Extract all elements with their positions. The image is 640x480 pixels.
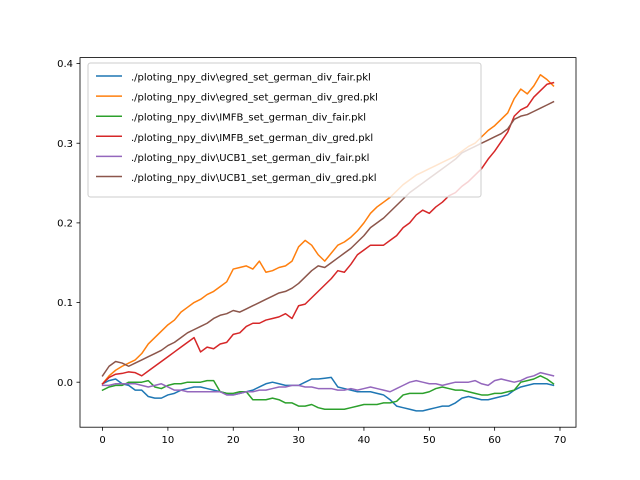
x-tick-label: 20 — [227, 435, 240, 446]
x-axis-ticks: 0 10 20 30 40 50 60 70 — [99, 427, 566, 446]
x-tick-label: 0 — [99, 435, 105, 446]
y-tick-label: 0.2 — [57, 218, 73, 229]
legend-label-1: ./ploting_npy_div\egred_set_german_div_g… — [131, 93, 378, 104]
y-tick-label: 0.4 — [57, 59, 73, 70]
legend-label-4: ./ploting_npy_div\UCB1_set_german_div_fa… — [131, 153, 369, 164]
y-axis-ticks: 0.0 0.1 0.2 0.3 0.4 — [57, 59, 80, 389]
series-line-4 — [101, 371, 555, 396]
y-tick-label: 0.1 — [57, 298, 73, 309]
legend-label-2: ./ploting_npy_div\IMFB_set_german_div_fa… — [131, 113, 366, 124]
x-tick-label: 40 — [358, 435, 371, 446]
series-line-0 — [101, 376, 555, 412]
x-tick-label: 30 — [292, 435, 305, 446]
series-line-2 — [101, 375, 555, 411]
y-tick-label: 0.0 — [57, 378, 73, 389]
legend-label-3: ./ploting_npy_div\IMFB_set_german_div_gr… — [131, 133, 373, 144]
legend: ./ploting_npy_div\egred_set_german_div_f… — [87, 62, 482, 198]
y-tick-label: 0.3 — [57, 139, 73, 150]
axes-frame — [79, 57, 577, 428]
legend-label-5: ./ploting_npy_div\UCB1_set_german_div_gr… — [131, 173, 377, 184]
x-tick-label: 50 — [423, 435, 436, 446]
legend-box — [87, 62, 482, 198]
x-tick-label: 10 — [162, 435, 175, 446]
x-tick-label: 60 — [488, 435, 501, 446]
legend-label-0: ./ploting_npy_div\egred_set_german_div_f… — [131, 73, 371, 84]
x-tick-label: 70 — [554, 435, 567, 446]
